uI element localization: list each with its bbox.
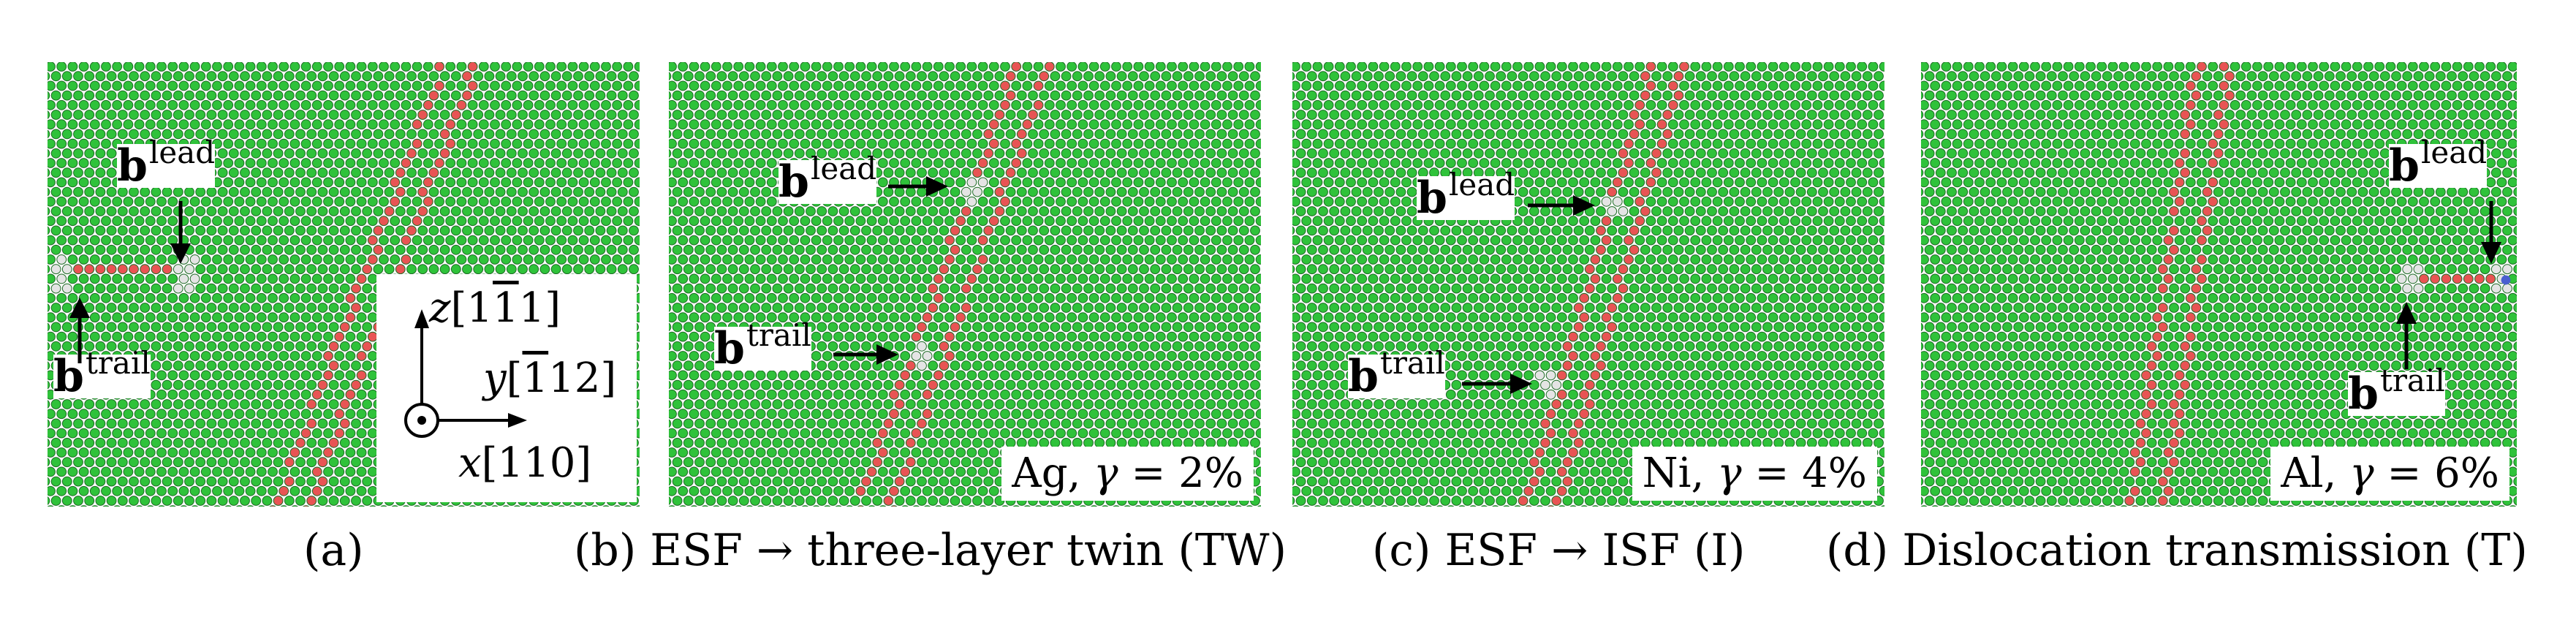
b-trail-label: btrail xyxy=(53,345,151,402)
coordinate-axes: z[111] y[112] x[110] xyxy=(376,274,637,502)
b-trail-label: btrail xyxy=(2348,363,2445,420)
panel-a-simulation: blead btrail z[111] y[112] x[110] xyxy=(48,62,640,507)
panel-c-simulation: blead btrail Ni, γ = 4% xyxy=(1292,62,1884,507)
b-lead-label: blead xyxy=(2389,135,2488,192)
y-axis-label: y[112] xyxy=(483,355,617,402)
material-label: Al, γ = 6% xyxy=(2270,447,2509,501)
caption-d: (d) Dislocation transmission (T) xyxy=(1826,525,2528,576)
material-label: Ag, γ = 2% xyxy=(1001,447,1254,501)
panel-d-simulation: blead btrail Al, γ = 6% xyxy=(1921,62,2517,507)
material-label: Ni, γ = 4% xyxy=(1632,447,1877,501)
caption-b: (b) ESF → three-layer twin (TW) xyxy=(574,525,1287,576)
caption-a: (a) xyxy=(303,525,364,576)
x-axis-label: x[110] xyxy=(458,439,592,487)
atom-lattice xyxy=(1921,62,2517,507)
b-lead-label: blead xyxy=(117,135,216,192)
bcc-atom xyxy=(2501,275,2511,285)
b-trail-label: btrail xyxy=(714,317,811,374)
z-axis-label: z[111] xyxy=(429,284,561,332)
b-trail-label: btrail xyxy=(1348,345,1445,402)
panel-b-simulation: blead btrail Ag, γ = 2% xyxy=(669,62,1261,507)
atom-lattice xyxy=(669,62,1261,507)
atom-lattice xyxy=(1292,62,1884,507)
caption-c: (c) ESF → ISF (I) xyxy=(1372,525,1746,576)
b-lead-label: blead xyxy=(1417,167,1515,224)
b-lead-label: blead xyxy=(779,151,877,208)
